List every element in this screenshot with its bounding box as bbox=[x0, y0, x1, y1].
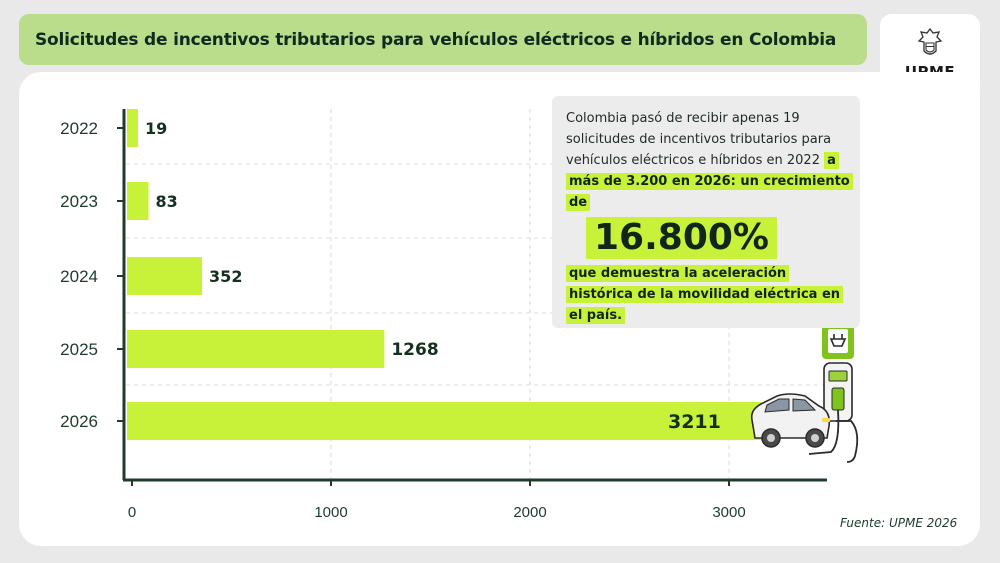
labels: 0 1000 2000 3000 2022 19 2023 83 2024 352 2025 1268… bbox=[60, 119, 746, 521]
bar-2025 bbox=[127, 330, 385, 368]
bar-2023 bbox=[127, 182, 149, 220]
axes bbox=[122, 109, 827, 482]
x-tick-label: 2000 bbox=[513, 504, 546, 521]
x-tick-label: 3000 bbox=[712, 504, 745, 521]
bar-chart: 0 1000 2000 3000 2022 19 2023 83 2024 352 2025 1268… bbox=[60, 109, 859, 521]
title-banner: Solicitudes de incentivos tributarios pa… bbox=[19, 14, 867, 65]
bar-2026 bbox=[127, 402, 771, 440]
page-title: Solicitudes de incentivos tributarios pa… bbox=[35, 29, 837, 50]
bar-2022 bbox=[127, 109, 138, 147]
coat-of-arms-icon bbox=[917, 27, 943, 55]
info-callout: Colombia pasó de recibir apenas 19 solic… bbox=[552, 96, 860, 328]
info-highlight-conclusion: que demuestra la aceleración histórica d… bbox=[566, 265, 844, 324]
value-label-2024: 352 bbox=[209, 267, 242, 286]
y-tick-label-2022: 2022 bbox=[60, 119, 98, 138]
y-tick-label-2024: 2024 bbox=[60, 267, 98, 286]
chart-card: 0 1000 2000 3000 2022 19 2023 83 2024 352 2025 1268… bbox=[19, 72, 980, 546]
y-tick-label-2025: 2025 bbox=[60, 340, 98, 359]
electric-car-icon bbox=[750, 393, 831, 448]
source-note: Fuente: UPME 2026 bbox=[840, 516, 958, 530]
y-tick-label-2026: 2026 bbox=[60, 412, 98, 431]
info-intro: Colombia pasó de recibir apenas 19 solic… bbox=[566, 111, 832, 168]
value-label-2026: 3211 bbox=[668, 411, 721, 433]
x-tick-label: 1000 bbox=[314, 504, 347, 521]
bars bbox=[127, 109, 771, 440]
y-tick-label-2023: 2023 bbox=[60, 192, 98, 211]
value-label-2025: 1268 bbox=[391, 340, 438, 360]
bar-2024 bbox=[127, 257, 203, 295]
value-label-2023: 83 bbox=[156, 192, 178, 211]
value-label-2022: 19 bbox=[145, 119, 167, 138]
growth-percentage: 16.800% bbox=[586, 217, 777, 259]
x-tick-label: 0 bbox=[128, 504, 136, 521]
ev-charger-icon bbox=[808, 323, 859, 463]
